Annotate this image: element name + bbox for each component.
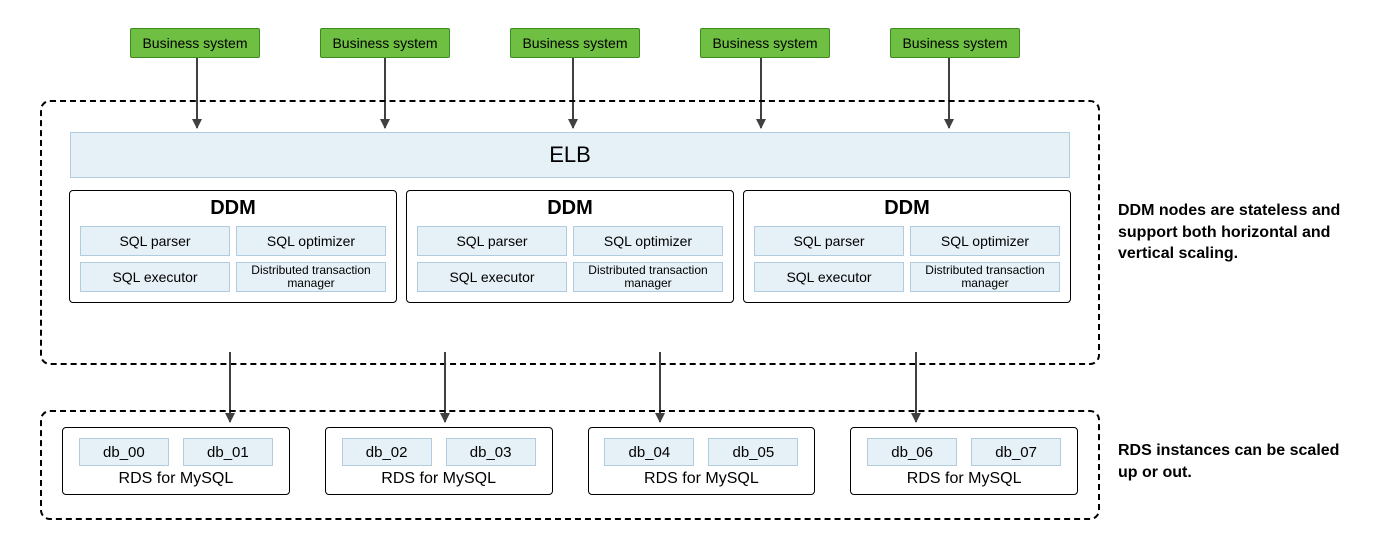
sql-optimizer: SQL optimizer <box>573 226 723 256</box>
db-row: db_02 db_03 <box>338 438 540 466</box>
db-cell: db_03 <box>446 438 536 466</box>
rds-label: RDS for MySQL <box>863 470 1065 488</box>
business-box: Business system <box>130 28 260 58</box>
ddm-cells: SQL parser SQL optimizer SQL executor Di… <box>417 226 723 292</box>
db-row: db_00 db_01 <box>75 438 277 466</box>
db-row: db_04 db_05 <box>601 438 803 466</box>
sql-executor: SQL executor <box>80 262 230 292</box>
tx-manager: Distributed transaction manager <box>910 262 1060 292</box>
db-cell: db_05 <box>708 438 798 466</box>
sql-optimizer: SQL optimizer <box>236 226 386 256</box>
ddm-annotation: DDM nodes are stateless and support both… <box>1118 200 1358 265</box>
db-cell: db_01 <box>183 438 273 466</box>
rds-instance: db_02 db_03 RDS for MySQL <box>325 427 553 495</box>
business-row: Business system Business system Business… <box>130 28 1020 58</box>
ddm-node: DDM SQL parser SQL optimizer SQL executo… <box>69 190 397 303</box>
rds-instance: db_06 db_07 RDS for MySQL <box>850 427 1078 495</box>
diagram-root: Business system Business system Business… <box>0 0 1379 535</box>
ddm-row: DDM SQL parser SQL optimizer SQL executo… <box>67 190 1073 303</box>
rds-instance: db_00 db_01 RDS for MySQL <box>62 427 290 495</box>
ddm-title: DDM <box>80 197 386 220</box>
db-cell: db_04 <box>604 438 694 466</box>
ddm-title: DDM <box>754 197 1060 220</box>
rds-label: RDS for MySQL <box>601 470 803 488</box>
sql-executor: SQL executor <box>417 262 567 292</box>
sql-parser: SQL parser <box>417 226 567 256</box>
rds-instance: db_04 db_05 RDS for MySQL <box>588 427 816 495</box>
rds-row: db_00 db_01 RDS for MySQL db_02 db_03 RD… <box>62 427 1078 495</box>
ddm-container: ELB DDM SQL parser SQL optimizer SQL exe… <box>40 100 1100 365</box>
db-cell: db_02 <box>342 438 432 466</box>
ddm-title: DDM <box>417 197 723 220</box>
ddm-cells: SQL parser SQL optimizer SQL executor Di… <box>754 226 1060 292</box>
business-box: Business system <box>700 28 830 58</box>
sql-optimizer: SQL optimizer <box>910 226 1060 256</box>
rds-annotation: RDS instances can be scaled up or out. <box>1118 440 1358 483</box>
db-cell: db_07 <box>971 438 1061 466</box>
ddm-node: DDM SQL parser SQL optimizer SQL executo… <box>406 190 734 303</box>
db-cell: db_06 <box>867 438 957 466</box>
rds-label: RDS for MySQL <box>338 470 540 488</box>
ddm-cells: SQL parser SQL optimizer SQL executor Di… <box>80 226 386 292</box>
rds-container: db_00 db_01 RDS for MySQL db_02 db_03 RD… <box>40 410 1100 520</box>
sql-executor: SQL executor <box>754 262 904 292</box>
db-row: db_06 db_07 <box>863 438 1065 466</box>
sql-parser: SQL parser <box>754 226 904 256</box>
db-cell: db_00 <box>79 438 169 466</box>
elb-box: ELB <box>70 132 1070 178</box>
sql-parser: SQL parser <box>80 226 230 256</box>
rds-label: RDS for MySQL <box>75 470 277 488</box>
business-box: Business system <box>510 28 640 58</box>
ddm-node: DDM SQL parser SQL optimizer SQL executo… <box>743 190 1071 303</box>
tx-manager: Distributed transaction manager <box>236 262 386 292</box>
business-box: Business system <box>320 28 450 58</box>
business-box: Business system <box>890 28 1020 58</box>
tx-manager: Distributed transaction manager <box>573 262 723 292</box>
